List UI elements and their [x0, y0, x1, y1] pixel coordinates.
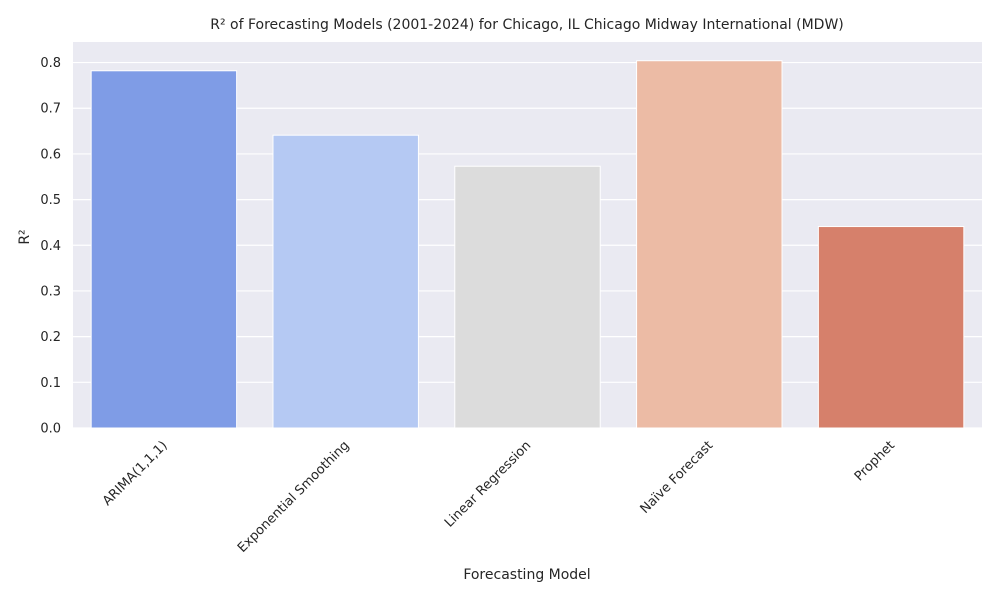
bar-linear-regression: [454, 165, 601, 429]
y-tick-label: 0.6: [40, 147, 61, 162]
y-tick-label: 0.0: [40, 422, 61, 437]
y-tick-label: 0.3: [40, 284, 61, 299]
y-tick-label: 0.5: [40, 193, 61, 208]
x-tick-label: Exponential Smoothing: [235, 438, 353, 556]
bar-exponential-smoothing: [272, 134, 419, 429]
y-tick-label: 0.8: [40, 56, 61, 71]
y-tick-labels: 0.0 0.1 0.2 0.3 0.4 0.5 0.6 0.7 0.8: [40, 56, 61, 436]
y-tick-label: 0.4: [40, 239, 61, 254]
x-axis-label: Forecasting Model: [463, 567, 590, 583]
bar-arima-1-1-1: [90, 70, 238, 429]
chart-title: R² of Forecasting Models (2001-2024) for…: [210, 17, 844, 33]
y-tick-label: 0.2: [40, 330, 61, 345]
x-tick-label: Naïve Forecast: [638, 438, 717, 517]
x-tick-labels: ARIMA(1,1,1) Exponential Smoothing Linear …: [100, 438, 898, 556]
x-tick-label: Prophet: [852, 438, 898, 484]
y-axis-label: R²: [17, 229, 33, 244]
x-tick-label: ARIMA(1,1,1): [100, 438, 171, 509]
bars: [90, 60, 965, 429]
y-tick-label: 0.1: [40, 376, 61, 391]
y-tick-label: 0.7: [40, 102, 61, 117]
x-tick-label: Linear Regression: [442, 438, 534, 530]
bar-na-ve-forecast: [636, 60, 783, 429]
bar-prophet: [817, 226, 965, 429]
